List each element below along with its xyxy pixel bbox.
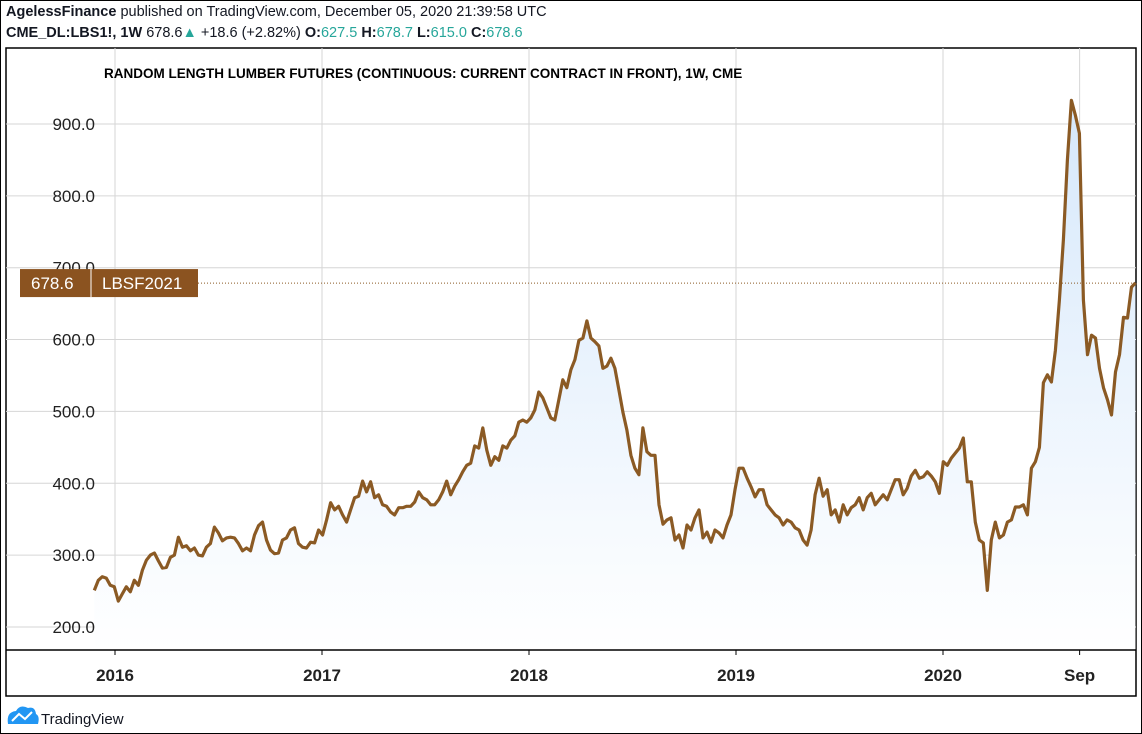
chart-border bbox=[5, 47, 1137, 697]
open-label: O: bbox=[304, 25, 321, 41]
low-value: 615.0 bbox=[430, 25, 467, 41]
tradingview-logo[interactable]: TradingView bbox=[7, 706, 124, 728]
y-tick-label: 400.0 bbox=[52, 474, 95, 493]
last-price-label-name: LBSF2021 bbox=[102, 274, 182, 293]
symbol-line: CME_DL:LBS1!, 1W 678.6▲ +18.6 (+2.82%) O… bbox=[6, 25, 523, 41]
symbol: CME_DL:LBS1!, 1W bbox=[6, 25, 143, 41]
up-triangle-icon: ▲ bbox=[182, 25, 197, 41]
last-price-label-bg bbox=[20, 269, 198, 298]
y-tick-label: 800.0 bbox=[52, 187, 95, 206]
price-line bbox=[92, 98, 1137, 603]
publish-line: AgelessFinance published on TradingView.… bbox=[6, 4, 547, 20]
published-text: published on TradingView.com, December 0… bbox=[120, 4, 547, 20]
y-tick-label: 200.0 bbox=[52, 618, 95, 637]
author[interactable]: AgelessFinance bbox=[6, 4, 117, 20]
last-price-label: 678.6 LBSF2021 bbox=[20, 269, 198, 298]
low-label: L: bbox=[416, 25, 431, 41]
tradingview-brand: TradingView bbox=[41, 711, 124, 728]
y-tick-label: 300.0 bbox=[52, 546, 95, 565]
open-value: 627.5 bbox=[320, 25, 358, 41]
last-price-label-value: 678.6 bbox=[31, 274, 74, 293]
tradingview-cloud-icon bbox=[7, 706, 39, 724]
high-label: H: bbox=[361, 25, 377, 41]
x-tick-label: 2018 bbox=[510, 666, 548, 685]
x-tick-label: 2016 bbox=[96, 666, 134, 685]
y-tick-label: 500.0 bbox=[52, 402, 95, 421]
close-label: C: bbox=[470, 25, 487, 41]
chart-title: RANDOM LENGTH LUMBER FUTURES (CONTINUOUS… bbox=[104, 66, 742, 81]
x-tick-label: 2020 bbox=[924, 666, 962, 685]
y-tick-label: 600.0 bbox=[52, 331, 95, 350]
last-price: 678.6 bbox=[146, 25, 183, 41]
x-tick-label: 2017 bbox=[303, 666, 341, 685]
x-tick-label: Sep bbox=[1064, 666, 1095, 685]
change: +18.6 (+2.82%) bbox=[200, 25, 301, 41]
y-tick-label: 900.0 bbox=[52, 115, 95, 134]
close-value: 678.6 bbox=[486, 25, 523, 41]
high-value: 678.7 bbox=[376, 25, 413, 41]
x-tick-label: 2019 bbox=[717, 666, 755, 685]
tradingview-chart-icon bbox=[11, 711, 33, 722]
